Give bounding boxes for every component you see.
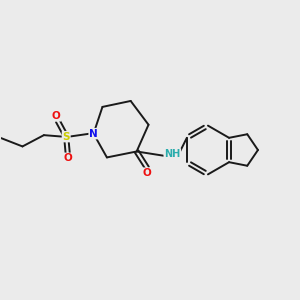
Text: O: O — [63, 153, 72, 163]
Text: S: S — [62, 132, 70, 142]
Text: O: O — [143, 168, 152, 178]
Text: NH: NH — [164, 149, 180, 159]
Text: N: N — [89, 129, 98, 139]
Text: O: O — [52, 111, 61, 121]
